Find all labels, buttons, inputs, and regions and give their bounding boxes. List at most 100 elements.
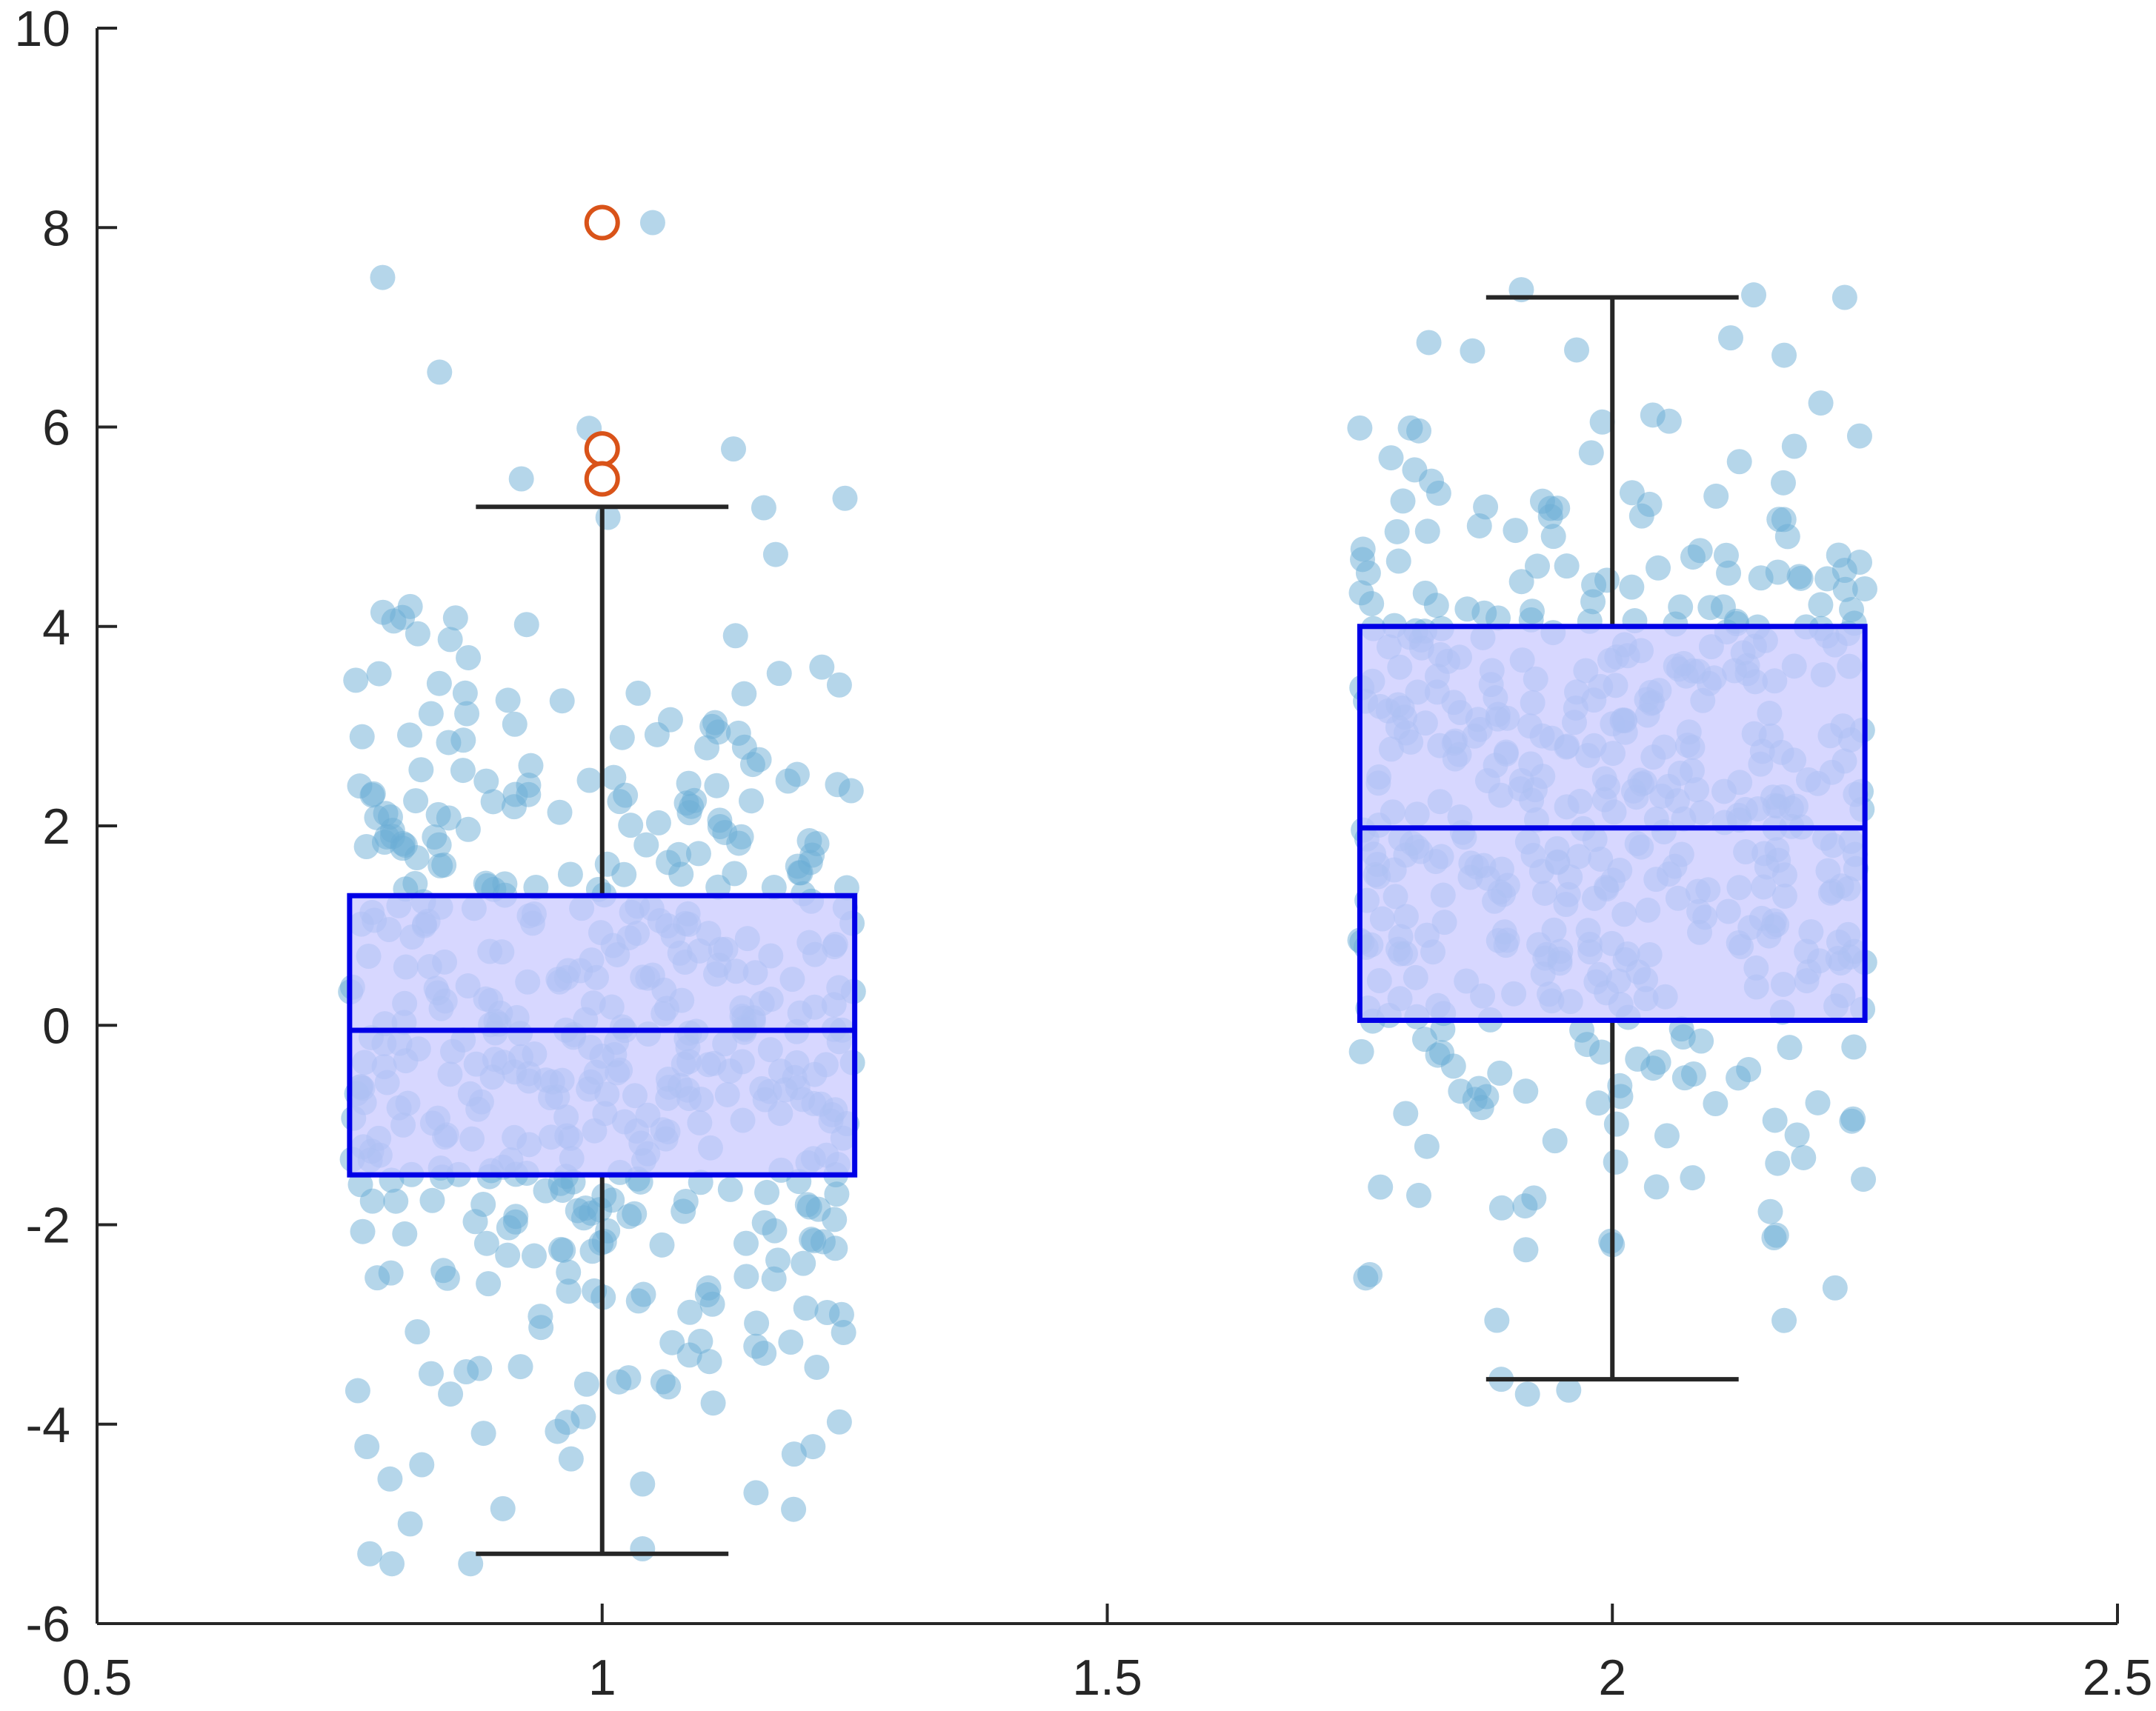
scatter-point-group-2 [1680,1165,1706,1191]
scatter-point-group-1 [722,861,748,887]
scatter-point-group-1 [570,1205,596,1231]
scatter-point-group-1 [766,661,792,687]
scatter-point-group-1 [426,670,452,696]
scatter-point-group-1 [456,644,482,670]
scatter-point-group-2 [1393,1101,1419,1127]
scatter-point-group-2 [1488,1195,1514,1221]
scatter-point-group-1 [549,688,575,714]
scatter-point-group-2 [1448,1078,1474,1104]
scatter-point-group-1 [743,1480,769,1506]
scatter-point-group-2 [1487,1060,1513,1086]
scatter-point-group-1 [682,787,708,813]
scatter-point-group-2 [1726,449,1752,475]
scatter-point-group-2 [1680,1061,1706,1087]
scatter-point-group-1 [594,851,620,877]
scatter-point-group-2 [1440,1053,1466,1079]
scatter-point-group-1 [649,1232,675,1258]
scatter-point-group-1 [458,1551,484,1577]
scatter-point-group-2 [1832,576,1858,602]
scatter-point-group-2 [1554,553,1580,579]
box-1 [347,893,858,1178]
scatter-point-group-1 [657,707,683,733]
scatter-point-group-1 [677,1299,703,1325]
outlier-marker-1 [584,431,620,467]
scatter-point-group-2 [1646,555,1671,581]
scatter-point-group-2 [1637,491,1663,517]
scatter-point-group-2 [1503,518,1528,544]
scatter-point-group-2 [1347,415,1373,441]
scatter-point-group-2 [1761,1225,1787,1251]
scatter-point-group-1 [343,667,369,693]
scatter-point-group-2 [1589,409,1615,435]
scatter-point-group-1 [438,1381,464,1407]
scatter-point-group-1 [434,1265,460,1291]
scatter-point-group-1 [717,1176,743,1202]
scatter-point-group-2 [1466,1075,1492,1101]
scatter-point-group-2 [1846,423,1872,449]
scatter-point-group-1 [454,701,480,727]
scatter-point-group-1 [762,541,788,567]
scatter-point-group-1 [601,764,627,790]
scatter-point-group-1 [630,1471,656,1497]
scatter-point-group-1 [490,1495,516,1521]
scatter-point-group-1 [599,1187,625,1213]
scatter-point-group-2 [1784,1122,1810,1148]
scatter-point-group-1 [370,264,396,290]
scatter-point-group-1 [576,767,602,793]
scatter-point-group-1 [436,730,462,756]
scatter-point-group-1 [799,1227,825,1253]
scatter-point-group-1 [685,841,711,867]
x-tick-label: 1.5 [1072,1650,1142,1706]
scatter-point-group-1 [533,1178,559,1204]
scatter-point-group-1 [705,719,731,745]
scatter-point-group-2 [1668,594,1694,620]
scatter-point-group-2 [1348,1038,1374,1064]
scatter-point-group-1 [347,773,373,799]
scatter-point-group-1 [473,1230,499,1256]
scatter-point-group-2 [1468,1095,1494,1121]
scatter-point-group-1 [396,722,422,748]
scatter-point-group-1 [800,1434,826,1460]
scatter-point-group-1 [480,789,506,815]
scatter-point-group-2 [1619,574,1645,600]
scatter-point-group-1 [377,1466,403,1492]
x-tick-label: 2.5 [2083,1650,2153,1706]
scatter-point-group-1 [751,495,776,521]
y-tick-label: -4 [26,1397,70,1453]
x-tick-label: 2 [1598,1650,1626,1706]
scatter-point-group-2 [1513,1237,1539,1263]
scatter-point-group-1 [570,1404,596,1430]
scatter-point-group-2 [1414,518,1440,544]
scatter-point-group-2 [1473,494,1499,520]
scatter-point-group-2 [1430,1016,1456,1042]
scatter-point-group-1 [625,680,651,706]
scatter-point-group-1 [403,788,429,814]
x-tick-label: 1 [588,1650,616,1706]
y-tick-label: 8 [42,200,70,256]
scatter-point-group-1 [467,1355,493,1381]
scatter-point-group-1 [804,1354,830,1380]
scatter-point-group-2 [1841,1034,1867,1060]
scatter-point-group-2 [1578,440,1604,466]
scatter-point-group-1 [513,612,539,638]
box-2 [1357,624,1868,1024]
scatter-point-group-1 [645,810,671,836]
scatter-point-group-2 [1581,572,1607,598]
scatter-point-group-2 [1717,325,1743,351]
scatter-point-group-2 [1643,1174,1669,1200]
scatter-point-group-2 [1423,593,1449,618]
scatter-point-group-1 [659,1330,685,1355]
scatter-point-group-1 [639,210,665,236]
scatter-point-group-1 [722,623,748,649]
scatter-point-group-2 [1697,595,1723,621]
scatter-point-group-2 [1397,415,1423,441]
scatter-point-group-1 [804,830,830,856]
y-tick-label: 0 [42,998,70,1054]
scatter-point-group-1 [409,1452,435,1478]
scatter-point-group-2 [1774,524,1800,550]
scatter-point-group-1 [754,1179,780,1205]
scatter-point-group-2 [1770,470,1796,496]
scatter-point-group-2 [1831,284,1857,310]
scatter-point-group-2 [1839,596,1865,622]
